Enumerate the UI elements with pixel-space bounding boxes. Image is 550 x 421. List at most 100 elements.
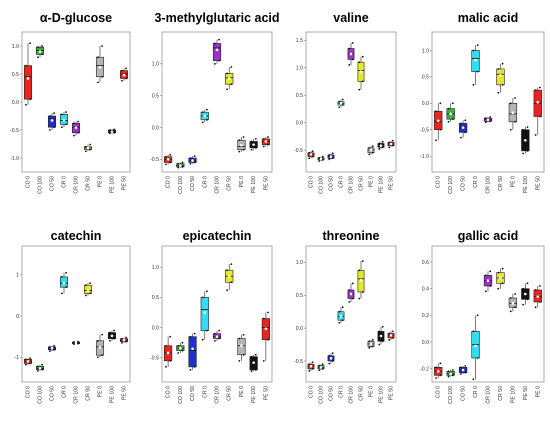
x-tick-label: CO 50 <box>190 386 196 401</box>
mean-point <box>74 126 78 130</box>
sample-point <box>391 139 394 142</box>
sample-point <box>65 123 67 126</box>
mean-point <box>319 366 323 369</box>
panel-frame <box>21 245 131 383</box>
box-pe-0 <box>237 333 246 362</box>
sample-point <box>250 370 253 373</box>
sample-point <box>539 301 541 303</box>
sample-point <box>472 83 475 86</box>
box-co-0 <box>164 335 173 368</box>
sample-point <box>439 102 442 105</box>
sample-point <box>358 88 361 91</box>
sample-point <box>218 38 221 41</box>
mean-point <box>179 164 182 167</box>
sample-point <box>526 282 529 285</box>
sample-point <box>267 136 269 138</box>
box-co-100 <box>317 363 325 372</box>
x-tick-label: PE 0 <box>369 176 375 187</box>
sample-point <box>378 142 381 145</box>
box-cr-0 <box>471 44 480 86</box>
sample-point <box>101 333 103 336</box>
sample-point <box>331 157 334 160</box>
sample-point <box>509 128 512 131</box>
sample-point <box>361 80 364 83</box>
sample-point <box>351 297 354 300</box>
x-tick-label: CR 0 <box>202 176 208 188</box>
box-co-50 <box>188 332 197 371</box>
box-pe-0 <box>95 333 105 359</box>
sample-point <box>238 359 241 362</box>
sample-point <box>381 340 384 343</box>
mean-point <box>359 278 363 282</box>
sample-point <box>447 120 450 123</box>
sample-point <box>254 369 257 371</box>
sample-point <box>169 359 172 362</box>
sample-point <box>238 337 241 340</box>
y-tick-label: 0.4 <box>422 286 429 292</box>
sample-point <box>165 163 167 166</box>
x-tick-label: CO 50 <box>190 176 196 191</box>
sample-point <box>37 46 39 49</box>
x-tick-label: CO 100 <box>178 386 184 404</box>
y-tick-label: 0.0 <box>422 340 429 346</box>
sample-point <box>242 148 245 151</box>
panel-title: catechin <box>51 229 102 243</box>
mean-point <box>86 289 90 292</box>
mean-point <box>369 148 373 152</box>
sample-point <box>358 61 361 64</box>
sample-point <box>348 64 351 66</box>
sample-point <box>341 319 344 322</box>
panel-2: valine -0.5 0.0 0.5 1.0 1.5 CO 0 CO 100 CO 50 CR … <box>294 11 397 194</box>
mean-point <box>389 334 393 337</box>
box-cr-100 <box>71 120 81 137</box>
sample-point <box>381 146 384 149</box>
sample-point <box>193 155 196 157</box>
x-tick-label: CO 0 <box>166 386 172 398</box>
sample-point <box>25 103 27 106</box>
sample-point <box>328 354 331 357</box>
x-tick-label: CR 0 <box>62 386 68 398</box>
box-co-100 <box>35 45 45 59</box>
y-tick-label: 0 <box>16 314 19 320</box>
x-tick-label: CR 100 <box>74 386 80 404</box>
sample-point <box>125 77 127 80</box>
sample-point <box>85 294 87 297</box>
sample-point <box>368 146 371 149</box>
box-pe-50 <box>533 86 542 136</box>
x-tick-label: CO 100 <box>38 386 44 404</box>
sample-point <box>53 112 55 115</box>
sample-point <box>439 374 442 377</box>
box-cr-100 <box>347 282 355 303</box>
y-tick-label: 0.5 <box>12 72 19 78</box>
sample-point <box>41 368 43 371</box>
sample-point <box>534 89 537 92</box>
sample-point <box>41 363 43 366</box>
y-tick-label: 1.5 <box>296 38 303 44</box>
sample-point <box>113 329 115 332</box>
sample-point <box>351 282 354 285</box>
y-tick-label: -1 <box>14 355 19 361</box>
x-tick-label: CR 0 <box>473 386 479 398</box>
box-co-100 <box>176 161 185 169</box>
mean-point <box>436 119 440 123</box>
x-tick-label: PE 100 <box>110 386 116 403</box>
sample-point <box>29 362 31 365</box>
x-tick-label: CO 100 <box>38 176 44 194</box>
sample-point <box>308 363 311 366</box>
x-tick-label: CR 100 <box>215 176 221 194</box>
panel-title: gallic acid <box>458 229 518 243</box>
box-pe-0 <box>367 339 375 349</box>
sample-point <box>460 366 462 369</box>
y-tick-label: 0.0 <box>296 326 303 332</box>
sample-point <box>321 159 324 161</box>
sample-point <box>89 282 91 284</box>
sample-point <box>226 269 229 272</box>
sample-point <box>311 155 314 158</box>
sample-point <box>308 157 311 160</box>
y-tick-label: 0.5 <box>422 75 429 81</box>
x-tick-label: CR 0 <box>473 176 479 188</box>
sample-point <box>53 344 55 347</box>
x-tick-label: PE 0 <box>239 176 245 187</box>
mean-point <box>26 77 30 80</box>
mean-point <box>449 372 452 376</box>
